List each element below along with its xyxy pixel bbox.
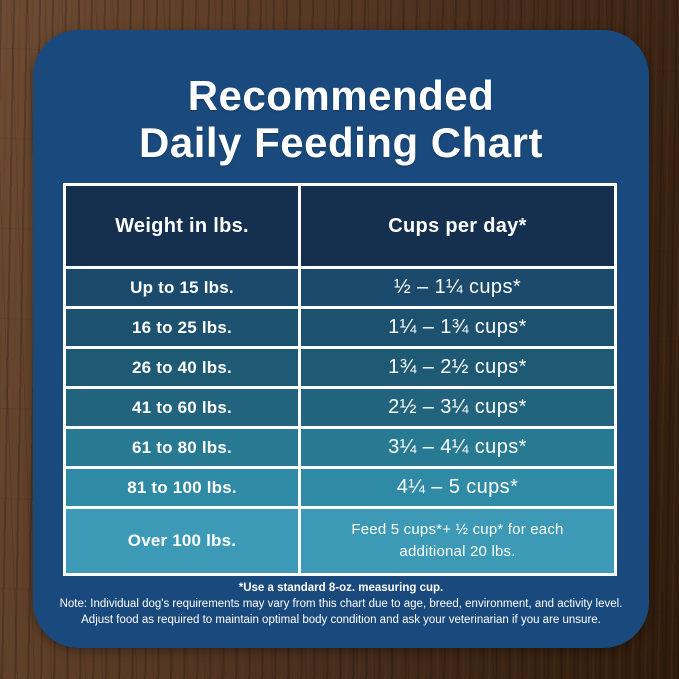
table-row-cups: 4¼ – 5 cups*	[301, 469, 614, 506]
title-line-1: Recommended	[187, 72, 495, 119]
table-row-weight: 61 to 80 lbs.	[66, 429, 298, 466]
table-row-weight: 26 to 40 lbs.	[66, 349, 298, 386]
table-row-cups: Feed 5 cups*+ ½ cup* for each additional…	[301, 509, 614, 573]
feeding-table: Weight in lbs. Cups per day* Up to 15 lb…	[63, 183, 617, 576]
table-row-cups: 2½ – 3¼ cups*	[301, 389, 614, 426]
table-row-weight: 16 to 25 lbs.	[66, 309, 298, 346]
table-row-weight: Up to 15 lbs.	[66, 269, 298, 306]
table-row-weight: 41 to 60 lbs.	[66, 389, 298, 426]
page-title: Recommended Daily Feeding Chart	[33, 72, 649, 166]
title-line-2: Daily Feeding Chart	[139, 119, 543, 167]
table-row-cups: 3¼ – 4¼ cups*	[301, 429, 614, 466]
column-header-weight: Weight in lbs.	[66, 186, 298, 266]
table-row-cups-text: Feed 5 cups*+ ½ cup* for each additional…	[351, 520, 564, 561]
table-row-weight: 81 to 100 lbs.	[66, 469, 298, 506]
table-row-cups: 1¼ – 1¾ cups*	[301, 309, 614, 346]
footnote-adjust: Adjust food as required to maintain opti…	[81, 613, 601, 626]
table-row-weight: Over 100 lbs.	[66, 509, 298, 573]
feeding-chart-card: Recommended Daily Feeding Chart Weight i…	[33, 30, 649, 648]
table-row-cups: ½ – 1¼ cups*	[301, 269, 614, 306]
footnote-variance: Note: Individual dog's requirements may …	[59, 597, 623, 610]
footnotes: *Use a standard 8-oz. measuring cup. Not…	[33, 581, 649, 629]
column-header-cups: Cups per day*	[301, 186, 614, 266]
table-row-cups: 1¾ – 2½ cups*	[301, 349, 614, 386]
footnote-measuring-cup: *Use a standard 8-oz. measuring cup.	[238, 582, 444, 594]
